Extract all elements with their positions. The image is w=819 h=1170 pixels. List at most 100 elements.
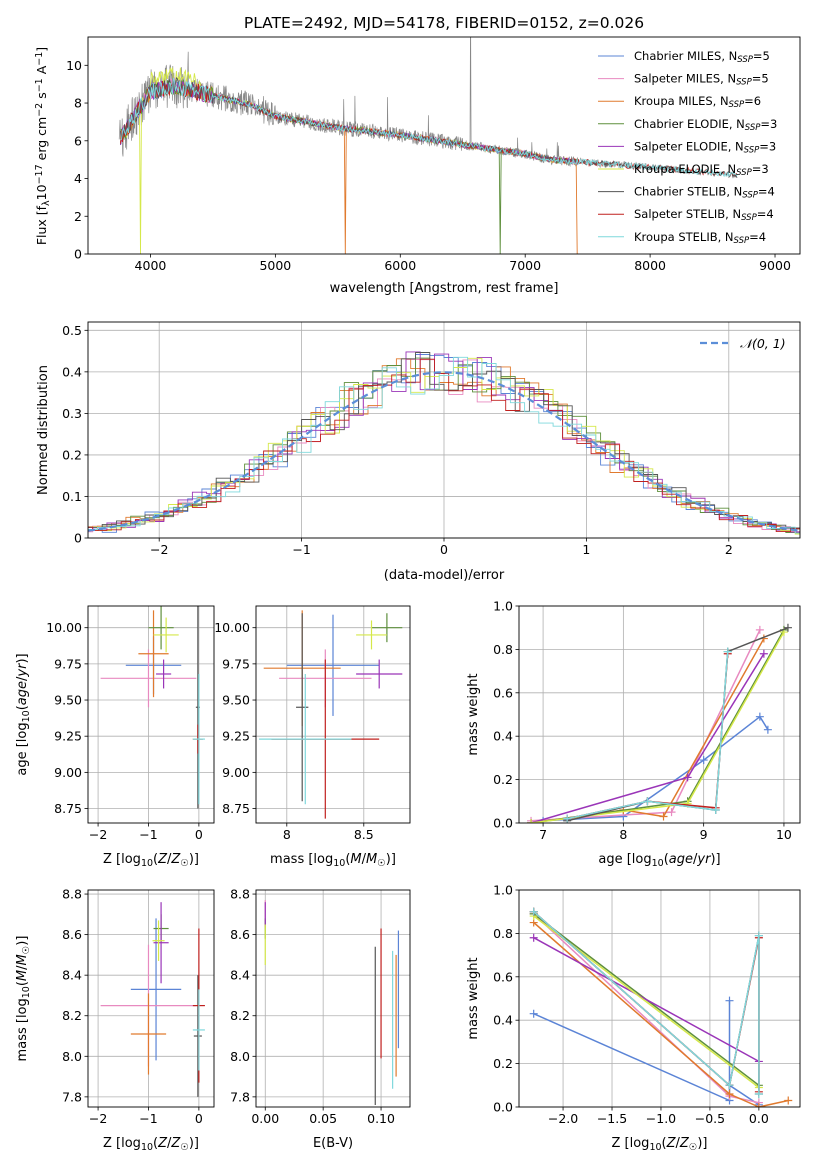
legend-subscript: SSP (745, 123, 761, 133)
model-spectrum-chabrier-elodie (120, 79, 579, 254)
y-tick-label: 0.4 (493, 729, 513, 744)
weight-marker (755, 625, 764, 634)
legend-label: Chabrier STELIB, N (634, 185, 742, 199)
legend-entry: Kroupa ELODIE, NSSP=3 (634, 162, 769, 178)
label-part: ( (153, 1136, 158, 1151)
label-part: )] (386, 852, 396, 867)
y-tick-label: 7.8 (230, 1089, 250, 1104)
weight-marker (763, 725, 772, 734)
x-tick-label: 7 (539, 827, 547, 842)
y-tick-label: 10.00 (214, 620, 250, 635)
legend-count: =4 (749, 230, 766, 244)
y-tick-label: 9.50 (54, 693, 82, 708)
label-part: Z (157, 852, 168, 867)
y-tick-label: 0 (74, 531, 82, 546)
weight-marker (563, 814, 572, 823)
label-part: ( (664, 852, 669, 867)
legend-entry: Chabrier MILES, NSSP=5 (634, 49, 770, 65)
legend-count: =6 (744, 94, 761, 108)
x-tick-label: −1.5 (597, 1111, 627, 1126)
label-part: age (669, 852, 693, 867)
x-tick-label: 0.05 (309, 1111, 337, 1126)
weight-marker (783, 623, 792, 632)
axes-mass_vs_ebv: 0.00 0.05 0.10 7.8 8.0 8.2 8.4 8.6 8.8 E(B-V) (230, 887, 411, 1151)
axes-frame (255, 605, 411, 824)
y-tick-label: 0.2 (62, 447, 82, 462)
weight-marker (725, 1089, 734, 1098)
label-part: )] (189, 852, 199, 867)
weight-marker (754, 931, 763, 940)
y-axis-label: mass [log10(M/M☉)] (15, 936, 32, 1062)
legend-subscript: SSP (737, 55, 753, 65)
label-part: ( (345, 852, 350, 867)
x-tick-label: −2 (89, 827, 107, 842)
axes-frame (87, 36, 801, 255)
label-part: M (15, 954, 30, 965)
axes-residuals: −2 −1 0 1 2 0 0.1 0.2 0.3 0.4 0.5 𝒩(0, 1) (data-mode… (36, 321, 801, 583)
legend-entry: Salpeter ELODIE, NSSP=3 (634, 139, 776, 155)
weight-marker (759, 649, 768, 658)
label-part: Z [log (103, 1136, 141, 1151)
label-part: ( (662, 1136, 667, 1151)
weight-marker (711, 805, 720, 814)
plot-area (529, 907, 793, 1107)
legend-subscript: SSP (742, 191, 758, 201)
y-tick-label: 0.6 (493, 969, 513, 984)
label-part: )] (15, 936, 30, 946)
label-part: ( (153, 852, 158, 867)
y-tick-label: 0.1 (62, 489, 82, 504)
x-tick-label: −2 (150, 542, 168, 557)
histogram-kroupa-stelib (88, 356, 800, 534)
weight-marker (667, 808, 676, 817)
axes-frame (87, 321, 801, 539)
chart-title: PLATE=2492, MJD=54178, FIBERID=0152, z=0… (244, 14, 644, 32)
label-part: 10 (21, 710, 32, 722)
label-part: )] (697, 1136, 707, 1151)
histogram-chabrier-stelib (88, 352, 800, 534)
y-tick-label: 8 (74, 96, 82, 111)
label-part: )] (15, 653, 30, 663)
axes-frame (518, 889, 801, 1108)
label-part: 10 (21, 986, 32, 998)
label-part: / (362, 852, 367, 867)
x-tick-label: 6000 (384, 258, 416, 273)
label-part: )] (189, 1136, 199, 1151)
weight-marker (755, 712, 764, 721)
label-part: ☉ (180, 1142, 189, 1153)
y-tick-label: 6 (74, 133, 82, 148)
label-part: Z [log (612, 1136, 650, 1151)
legend-label: Kroupa MILES, N (634, 94, 729, 108)
weight-marker (529, 907, 538, 916)
legend-count: =5 (752, 72, 769, 86)
label-part: 10 (141, 1142, 153, 1153)
x-tick-label: −2 (89, 1111, 107, 1126)
y-tick-label: 8.6 (62, 927, 82, 942)
label-part: age [log (598, 852, 651, 867)
label-part: M (366, 852, 377, 867)
y-tick-label: 10.00 (46, 620, 82, 635)
label-part: −2 (34, 103, 45, 117)
x-tick-label: 0.10 (367, 1111, 395, 1126)
y-axis-label: mass weight (466, 673, 481, 755)
model-spectrum-chabrier-stelib (120, 77, 738, 179)
label-part: / (15, 965, 30, 970)
legend-count: =3 (759, 139, 776, 153)
y-tick-label: 8.75 (222, 801, 250, 816)
weight-marker (683, 773, 692, 782)
legend-subscript: SSP (736, 168, 752, 178)
plot-area (100, 606, 205, 809)
label-part: ☉ (21, 946, 32, 955)
axes-age_vs_mass: 8 8.5 8.75 9.00 9.25 9.50 9.75 10.00 mass [log10… (214, 605, 411, 869)
label-part: −17 (34, 164, 45, 184)
legend-label: Salpeter ELODIE, N (634, 139, 744, 153)
label-part: / (167, 1136, 172, 1151)
x-axis-label: Z [log10(Z/Z☉)] (612, 1136, 708, 1153)
x-tick-label: 10 (776, 827, 792, 842)
y-tick-label: 9.00 (54, 765, 82, 780)
legend-entry: Kroupa MILES, NSSP=6 (634, 94, 761, 110)
legend-subscript: SSP (744, 146, 760, 156)
y-axis-label: Flux [fλ10−17 erg cm−2 s−1 A−1] (34, 47, 52, 245)
label-part: / (676, 1136, 681, 1151)
x-axis-label: mass [log10(M/M☉)] (270, 852, 396, 869)
